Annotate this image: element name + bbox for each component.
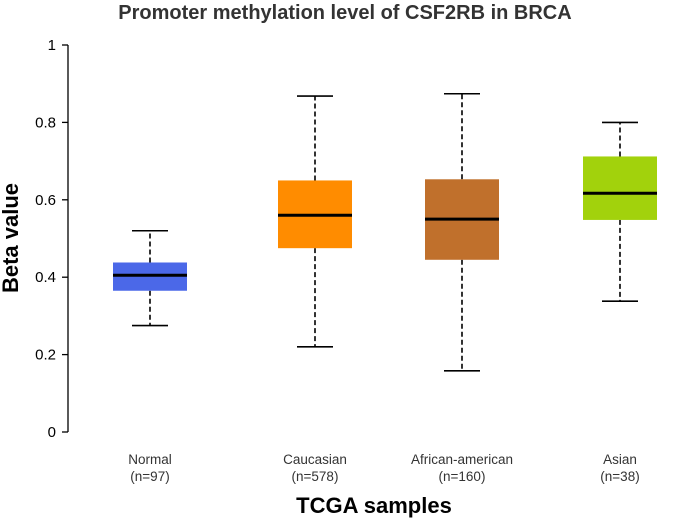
x-tick-label: Caucasian <box>283 452 347 467</box>
y-tick-label: 0.8 <box>35 114 56 131</box>
box-normal <box>113 229 187 327</box>
x-tick-label: African-american <box>411 452 513 467</box>
y-axis-label: Beta value <box>0 183 23 293</box>
x-axis-tick-labels: Normal (n=97) Caucasian (n=578) African-amer… <box>128 452 639 484</box>
x-tick-label: Normal <box>128 452 172 467</box>
chart-title: Promoter methylation level of CSF2RB in … <box>118 2 571 24</box>
y-tick-label: 0 <box>48 424 56 441</box>
y-tick-label: 0.6 <box>35 192 56 209</box>
y-axis: 0 0.2 0.4 0.6 0.8 1 <box>35 37 69 441</box>
box-caucasian <box>278 95 352 348</box>
x-tick-sample-size: (n=97) <box>130 469 169 484</box>
x-tick-sample-size: (n=578) <box>292 469 339 484</box>
box-series <box>113 92 657 372</box>
y-tick-label: 0.2 <box>35 347 56 364</box>
x-tick-sample-size: (n=160) <box>439 469 486 484</box>
box-asian <box>583 121 657 302</box>
x-tick-label: Asian <box>603 452 637 467</box>
iqr-box <box>583 156 657 220</box>
y-tick-label: 0.4 <box>35 269 56 286</box>
y-tick-label: 1 <box>48 37 56 54</box>
x-tick-sample-size: (n=38) <box>600 469 639 484</box>
x-axis-label: TCGA samples <box>296 493 452 518</box>
box-african-american <box>425 92 499 372</box>
